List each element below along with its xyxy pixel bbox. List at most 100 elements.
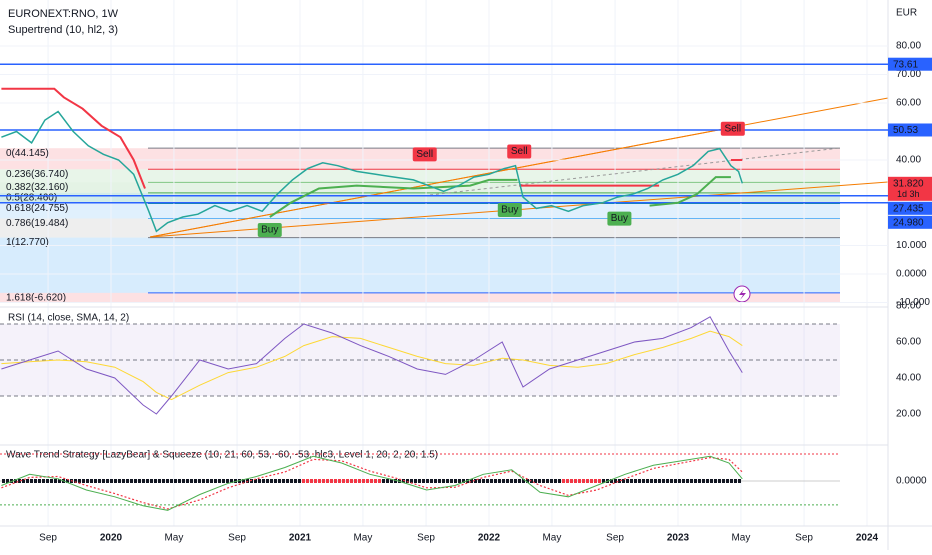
squeeze-dot	[462, 479, 465, 483]
squeeze-dot	[270, 479, 273, 483]
fib-zones	[0, 0, 868, 526]
y-tick-label: 60.00	[896, 337, 921, 348]
squeeze-dot	[30, 479, 33, 483]
squeeze-dot	[90, 479, 93, 483]
y-tick-label: 40.00	[896, 155, 921, 166]
squeeze-dot	[170, 479, 173, 483]
x-tick-label: May	[164, 533, 183, 544]
squeeze-dot	[490, 479, 493, 483]
squeeze-dot	[66, 479, 69, 483]
squeeze-dot	[286, 479, 289, 483]
squeeze-dot	[322, 479, 325, 483]
squeeze-dot	[654, 479, 657, 483]
squeeze-dot	[254, 479, 257, 483]
squeeze-dot	[122, 479, 125, 483]
squeeze-dot	[666, 479, 669, 483]
squeeze-dot	[566, 479, 569, 483]
indicator-title: Supertrend (10, hl2, 3)	[8, 24, 118, 36]
squeeze-dot	[738, 479, 741, 483]
signal-badge	[507, 144, 532, 159]
squeeze-dot	[94, 479, 97, 483]
squeeze-dot	[2, 479, 5, 483]
squeeze-dot	[306, 479, 309, 483]
squeeze-dot	[142, 479, 145, 483]
fib-label: 0.236(36.740)	[6, 169, 68, 180]
squeeze-dot	[342, 479, 345, 483]
squeeze-dot	[474, 479, 477, 483]
squeeze-dot	[314, 479, 317, 483]
y-tick-label: 40.00	[896, 373, 921, 384]
price-badge	[888, 123, 932, 137]
squeeze-dot	[718, 479, 721, 483]
squeeze-dot	[442, 479, 445, 483]
squeeze-dot	[258, 479, 261, 483]
wt2	[1, 456, 743, 510]
fib-label: 1(12.770)	[6, 237, 49, 248]
squeeze-dot	[186, 479, 189, 483]
fib-zone	[0, 237, 840, 293]
squeeze-dot	[550, 479, 553, 483]
squeeze-dot	[266, 479, 269, 483]
x-tick-label: May	[353, 533, 372, 544]
squeeze-dot	[694, 479, 697, 483]
squeeze-dot	[262, 479, 265, 483]
supertrend-down	[1, 87, 743, 189]
x-tick-label: 2024	[856, 533, 879, 544]
squeeze-dot	[190, 479, 193, 483]
fib-label: 0.618(24.755)	[6, 203, 68, 214]
squeeze-dot	[622, 479, 625, 483]
squeeze-dot	[330, 479, 333, 483]
squeeze-dot	[510, 479, 513, 483]
signal-badge	[257, 223, 282, 237]
squeeze-dot	[102, 479, 105, 483]
signal-label: Sell	[416, 149, 433, 160]
squeeze-dot	[650, 479, 653, 483]
squeeze-dot	[514, 479, 517, 483]
squeeze-dot	[218, 479, 221, 483]
y-tick-label: 0.0000	[896, 476, 927, 487]
squeeze-dot	[418, 479, 421, 483]
x-tick-label: 2023	[667, 533, 690, 544]
y-tick-label: 0.0000	[896, 269, 927, 280]
squeeze-dot	[214, 479, 217, 483]
squeeze-dot	[106, 479, 109, 483]
x-tick-label: Sep	[228, 533, 246, 544]
fib-zone	[0, 203, 840, 219]
squeeze-dot	[406, 479, 409, 483]
y-tick-label: 20.00	[896, 409, 921, 420]
squeeze-dot	[346, 479, 349, 483]
squeeze-dot	[702, 479, 705, 483]
squeeze-dot	[34, 479, 37, 483]
squeeze-dot	[282, 479, 285, 483]
squeeze-dot	[658, 479, 661, 483]
squeeze-dot	[374, 479, 377, 483]
squeeze-dot	[546, 479, 549, 483]
squeeze-dot	[634, 479, 637, 483]
squeeze-dot	[574, 479, 577, 483]
price-badge-label: 24.980	[893, 217, 924, 228]
squeeze-dot	[522, 479, 525, 483]
squeeze-dot	[630, 479, 633, 483]
price-badge	[888, 57, 932, 71]
price-badge	[888, 215, 932, 229]
squeeze-dot	[562, 479, 565, 483]
squeeze-dot	[478, 479, 481, 483]
squeeze-dot	[278, 479, 281, 483]
squeeze-dot	[538, 479, 541, 483]
price-line	[1, 110, 744, 233]
squeeze-dot	[234, 479, 237, 483]
squeeze-dot	[558, 479, 561, 483]
squeeze-dot	[82, 479, 85, 483]
wave-title: Wave Trend Strategy [LazyBear] & Squeeze…	[6, 450, 438, 461]
squeeze-dot	[290, 479, 293, 483]
squeeze-dot	[598, 479, 601, 483]
squeeze-dot	[430, 479, 433, 483]
squeeze-dot	[450, 479, 453, 483]
squeeze-dot	[370, 479, 373, 483]
signal-label: Sell	[511, 146, 528, 157]
squeeze-dot	[246, 479, 249, 483]
squeeze-dot	[646, 479, 649, 483]
squeeze-dot	[310, 479, 313, 483]
fib-label: 0.5(28.460)	[6, 193, 57, 204]
